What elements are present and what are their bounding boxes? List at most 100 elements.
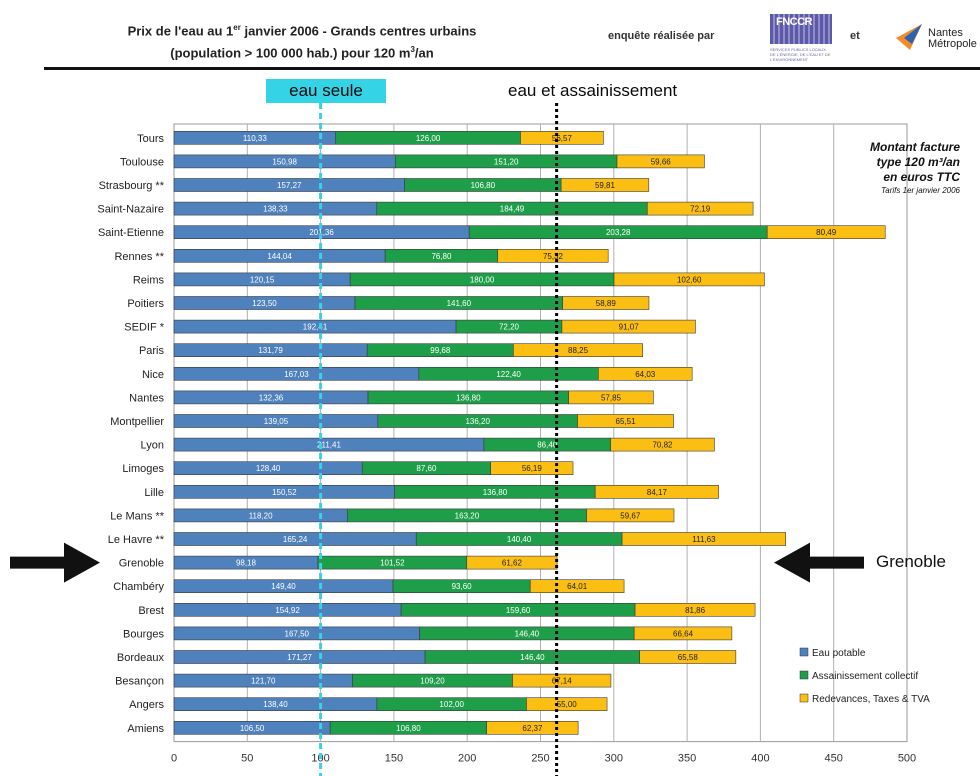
- bar-value-label: 64,03: [635, 370, 656, 379]
- bar-value-label: 146,40: [515, 629, 540, 638]
- x-tick-label: 400: [751, 753, 769, 765]
- bar-value-label: 67,14: [552, 677, 573, 686]
- category-label: Angers: [129, 699, 164, 711]
- x-tick-label: 200: [458, 753, 476, 765]
- bar-value-label: 149,40: [271, 582, 296, 591]
- category-label: Bourges: [123, 628, 164, 640]
- bar-value-label: 59,67: [620, 511, 641, 520]
- legend-swatch: [799, 647, 809, 657]
- bar-value-label: 126,00: [416, 134, 441, 143]
- bar-value-label: 139,05: [264, 417, 289, 426]
- x-axis-ticks: 050100150200250300350400450500: [171, 753, 916, 765]
- page-title: Prix de l'eau au 1er janvier 2006 - Gran…: [127, 23, 477, 61]
- bar-segment: [586, 508, 675, 523]
- survey-by-label: enquête réalisée par: [608, 30, 715, 42]
- bar-segment: [634, 602, 756, 617]
- grenoble-annotation: Grenoble: [876, 552, 946, 571]
- grid: [173, 123, 908, 743]
- x-tick-label: 500: [898, 753, 916, 765]
- category-label: Paris: [139, 345, 165, 357]
- x-tick-label: 300: [605, 753, 623, 765]
- bar-segment: [568, 390, 654, 405]
- bar-value-label: 138,40: [263, 700, 288, 709]
- bar-value-label: 75,32: [543, 252, 564, 261]
- bar-value-label: 55,00: [557, 700, 578, 709]
- bar-value-label: 132,36: [259, 393, 284, 402]
- category-label: Besançon: [115, 676, 164, 688]
- x-tick-label: 150: [385, 753, 403, 765]
- bar-segment: [598, 366, 693, 381]
- legend-swatch: [799, 670, 809, 680]
- bar-value-label: 106,80: [471, 181, 496, 190]
- bar-value-label: 111,63: [692, 535, 716, 544]
- bar-segment: [520, 131, 604, 145]
- inset-title-line: en euros TTC: [883, 170, 960, 184]
- legend: Eau potable Assainissement collectif Redev…: [799, 647, 930, 705]
- bar-value-label: 110,33: [243, 134, 267, 143]
- bar-value-label: 62,37: [522, 724, 543, 733]
- bar-segment: [526, 697, 608, 712]
- category-label: Limoges: [122, 463, 164, 475]
- fnccr-logo: FNCCR SERVICES PUBLICS LOCAUX DE L'ÉNERG…: [770, 14, 832, 62]
- category-label: Amiens: [127, 723, 164, 735]
- bar-value-label: 70,82: [652, 441, 673, 450]
- bar-value-label: 65,58: [678, 653, 699, 662]
- bar-segment: [490, 461, 574, 476]
- bar-value-label: 167,03: [284, 370, 309, 379]
- inset-subtitle: Tarifs 1er janvier 2006: [881, 186, 960, 195]
- category-labels: Tours Toulouse Strasbourg ** Saint-Nazaire S…: [97, 133, 164, 735]
- eau-assainissement-label: eau et assainissement: [508, 81, 678, 100]
- category-label: Toulouse: [120, 156, 164, 168]
- bar-value-label: 150,52: [272, 488, 297, 497]
- bar-value-label: 64,01: [567, 582, 588, 591]
- bar-value-label: 109,20: [420, 677, 445, 686]
- bar-segment: [646, 201, 754, 216]
- bar-segment: [633, 626, 733, 641]
- bar-value-label: 167,50: [285, 629, 310, 638]
- bar-value-label: 87,60: [416, 464, 437, 473]
- category-label: Nice: [142, 369, 164, 381]
- x-tick-label: 0: [171, 753, 177, 765]
- bar-value-label: 101,52: [380, 559, 405, 568]
- bar-value-label: 57,85: [601, 393, 622, 402]
- bar-value-label: 59,81: [595, 181, 616, 190]
- bar-value-label: 131,79: [258, 346, 283, 355]
- eau-seule-label: eau seule: [266, 79, 386, 103]
- bar-value-label: 171,27: [287, 653, 312, 662]
- bar-segment: [610, 437, 715, 452]
- bar-segment: [616, 154, 705, 169]
- category-label: Chambéry: [113, 581, 164, 593]
- bar-value-label: 81,86: [685, 606, 706, 615]
- arrows: [10, 542, 864, 583]
- bar-value-label: 128,40: [256, 464, 281, 473]
- bar-value-label: 122,40: [496, 370, 521, 379]
- legend-label: Assainissement collectif: [812, 671, 918, 682]
- right-arrow-icon: [774, 542, 864, 583]
- inset-title-line: type 120 m³/an: [877, 155, 960, 169]
- bar-value-label: 123,50: [252, 299, 277, 308]
- bar-value-label: 211,41: [317, 441, 341, 450]
- bars: 110,33 126,00 56,57 150,98 151,20 59,66 157,27…: [173, 131, 886, 735]
- bar-value-label: 88,25: [568, 346, 589, 355]
- bar-value-label: 141,60: [447, 299, 472, 308]
- bar-value-label: 56,19: [522, 464, 543, 473]
- bar-value-label: 106,80: [396, 724, 421, 733]
- category-label: Poitiers: [127, 298, 164, 310]
- bar-value-label: 84,17: [647, 488, 668, 497]
- bar-value-label: 136,20: [465, 417, 490, 426]
- bar-value-label: 136,80: [456, 393, 481, 402]
- x-tick-label: 50: [241, 753, 253, 765]
- category-label: Saint-Nazaire: [97, 204, 164, 216]
- bar-value-label: 91,07: [619, 323, 640, 332]
- category-label: Le Havre **: [108, 534, 165, 546]
- bar-value-label: 76,80: [431, 252, 452, 261]
- category-label: Lille: [144, 487, 164, 499]
- bar-value-label: 80,49: [816, 228, 837, 237]
- header-divider: [44, 67, 980, 70]
- bar-segment: [621, 532, 787, 546]
- reference-lines: [319, 103, 559, 776]
- bar-value-label: 180,00: [470, 275, 495, 284]
- bar-value-label: 106,50: [240, 724, 265, 733]
- nantes-logo-icon: [896, 24, 922, 50]
